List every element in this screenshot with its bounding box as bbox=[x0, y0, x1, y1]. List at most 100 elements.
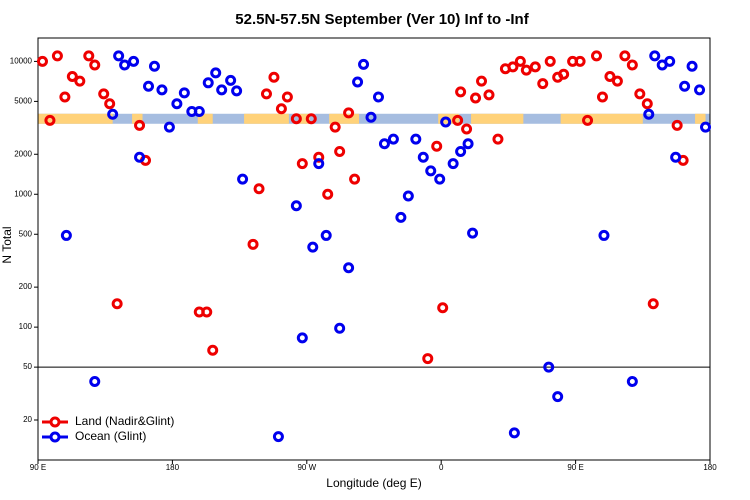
point bbox=[365, 111, 377, 123]
y-tick-label: 20 bbox=[23, 415, 32, 424]
point bbox=[322, 188, 334, 200]
point bbox=[343, 107, 355, 119]
point bbox=[520, 64, 532, 76]
point bbox=[107, 108, 119, 120]
land-strip bbox=[197, 113, 213, 124]
chart-title: 52.5N-57.5N September (Ver 10) Inf to -I… bbox=[235, 11, 529, 28]
point bbox=[74, 75, 86, 87]
x-tick-label: 0 bbox=[439, 463, 444, 472]
point bbox=[619, 50, 631, 62]
point bbox=[44, 114, 56, 126]
point bbox=[544, 55, 556, 67]
point bbox=[134, 151, 146, 163]
point bbox=[260, 88, 272, 100]
point bbox=[352, 76, 364, 88]
land-strip bbox=[38, 113, 113, 124]
point bbox=[543, 361, 555, 373]
point bbox=[51, 50, 63, 62]
point bbox=[202, 77, 214, 89]
point bbox=[455, 86, 467, 98]
point bbox=[372, 91, 384, 103]
point bbox=[552, 391, 564, 403]
legend-marker bbox=[49, 431, 61, 443]
point bbox=[296, 158, 308, 170]
point bbox=[237, 173, 249, 185]
point bbox=[59, 91, 71, 103]
point bbox=[604, 70, 616, 82]
legend-label: Ocean (Glint) bbox=[75, 429, 146, 443]
point bbox=[134, 119, 146, 131]
point bbox=[358, 58, 370, 70]
land-strip bbox=[695, 113, 706, 124]
point bbox=[483, 89, 495, 101]
point bbox=[694, 84, 706, 96]
point bbox=[671, 119, 683, 131]
point bbox=[60, 229, 72, 241]
point bbox=[452, 114, 464, 126]
point bbox=[305, 113, 317, 125]
point bbox=[210, 67, 222, 79]
point bbox=[417, 151, 429, 163]
y-tick-label: 50 bbox=[23, 362, 32, 371]
point bbox=[529, 61, 541, 73]
point bbox=[104, 98, 116, 110]
point bbox=[378, 138, 390, 150]
point bbox=[89, 59, 101, 71]
point bbox=[679, 80, 691, 92]
x-tick-label: 90 E bbox=[567, 463, 583, 472]
point bbox=[455, 145, 467, 157]
point bbox=[508, 427, 520, 439]
point bbox=[275, 103, 287, 115]
point bbox=[686, 60, 698, 72]
point bbox=[395, 211, 407, 223]
y-tick-label: 10000 bbox=[10, 57, 33, 66]
point bbox=[113, 50, 125, 62]
point bbox=[626, 59, 638, 71]
point bbox=[231, 85, 243, 97]
point bbox=[425, 165, 437, 177]
point bbox=[447, 158, 459, 170]
point bbox=[296, 332, 308, 344]
point bbox=[626, 375, 638, 387]
point bbox=[461, 123, 473, 135]
point bbox=[334, 145, 346, 157]
legend-label: Land (Nadir&Glint) bbox=[75, 414, 174, 428]
point bbox=[207, 344, 219, 356]
point bbox=[156, 84, 168, 96]
point bbox=[462, 138, 474, 150]
point bbox=[98, 88, 110, 100]
point bbox=[313, 158, 325, 170]
point bbox=[148, 60, 160, 72]
point bbox=[329, 121, 341, 133]
point bbox=[402, 190, 414, 202]
x-tick-label: 180 bbox=[703, 463, 717, 472]
point bbox=[128, 55, 140, 67]
point bbox=[201, 306, 213, 318]
land-strip bbox=[244, 113, 289, 124]
y-tick-label: 2000 bbox=[14, 149, 32, 158]
x-tick-label: 90 W bbox=[297, 463, 316, 472]
y-tick-label: 500 bbox=[19, 229, 33, 238]
land-strip bbox=[132, 113, 143, 124]
point bbox=[476, 75, 488, 87]
point bbox=[598, 229, 610, 241]
point bbox=[634, 88, 646, 100]
point bbox=[178, 87, 190, 99]
point bbox=[670, 151, 682, 163]
land-strip bbox=[471, 113, 524, 124]
point bbox=[119, 59, 131, 71]
point bbox=[467, 227, 479, 239]
point bbox=[422, 353, 434, 365]
point bbox=[163, 121, 175, 133]
y-tick-label: 100 bbox=[19, 322, 33, 331]
point bbox=[272, 431, 284, 443]
point bbox=[66, 70, 78, 82]
point bbox=[171, 98, 183, 110]
point bbox=[83, 50, 95, 62]
plot-frame bbox=[37, 37, 711, 461]
point bbox=[434, 173, 446, 185]
point bbox=[596, 91, 608, 103]
x-tick-label: 180 bbox=[166, 463, 180, 472]
point bbox=[591, 50, 603, 62]
point bbox=[582, 114, 594, 126]
